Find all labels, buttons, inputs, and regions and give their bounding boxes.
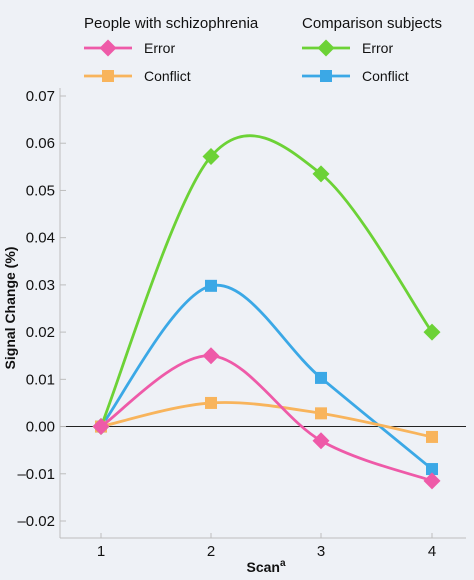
series-comparison-conflict (95, 279, 438, 476)
legend-entry-label: Error (144, 40, 175, 56)
legend-entry-comparison-conflict: Conflict (302, 68, 409, 84)
y-tick-label: 0.06 (26, 135, 55, 152)
legend-group-title-comparison: Comparison subjects (302, 15, 442, 32)
data-point-schizophrenia-error (312, 432, 330, 450)
x-tick-label: 3 (317, 543, 325, 560)
series-comparison-error (92, 134, 441, 436)
y-tick-label: 0.01 (26, 371, 55, 388)
legend-group-title-schizophrenia: People with schizophrenia (84, 15, 259, 32)
x-tick-label: 4 (428, 543, 436, 560)
series-line-schizophrenia-error (100, 354, 433, 483)
legend-swatch-marker (317, 39, 335, 57)
legend-entry-schizophrenia-error: Error (84, 39, 175, 57)
y-axis-title: Signal Change (%) (2, 247, 18, 370)
data-point-comparison-conflict (315, 371, 327, 384)
legend-entry-label: Conflict (362, 68, 409, 84)
y-tick-label: 0.05 (26, 182, 55, 199)
data-point-schizophrenia-error (423, 472, 441, 490)
legend-swatch-marker (99, 39, 117, 57)
legend-entry-schizophrenia-conflict: Conflict (84, 68, 191, 84)
series-line-comparison-error (99, 134, 434, 428)
data-point-schizophrenia-conflict (426, 430, 438, 443)
series-line-schizophrenia-conflict (100, 401, 433, 439)
legend-swatch-marker (320, 70, 332, 82)
data-point-comparison-conflict (426, 463, 438, 476)
y-tick-label: 0.07 (26, 88, 55, 105)
legend-entry-label: Error (362, 40, 393, 56)
y-tick-label: –0.01 (17, 466, 55, 483)
legend: People with schizophrenia Comparison sub… (84, 15, 442, 84)
axes: 0.07 0.06 0.05 0.04 0.03 0.02 0.01 0.00 –0.01 –0.… (17, 88, 466, 560)
series-layer (92, 134, 441, 490)
data-point-comparison-error (312, 165, 330, 183)
legend-entry-comparison-error: Error (302, 39, 393, 57)
data-point-schizophrenia-conflict (205, 396, 217, 409)
y-tick-label: 0.03 (26, 277, 55, 294)
y-tick-label: 0.02 (26, 324, 55, 341)
series-line-comparison-conflict (99, 283, 433, 471)
data-point-comparison-conflict (205, 279, 217, 292)
x-tick-label: 1 (97, 543, 105, 560)
y-tick-label: –0.02 (17, 513, 55, 530)
data-point-comparison-error (202, 147, 220, 165)
data-point-comparison-error (423, 323, 441, 341)
data-point-schizophrenia-conflict (315, 407, 327, 420)
series-schizophrenia-conflict (95, 396, 438, 443)
series-schizophrenia-error (92, 347, 441, 490)
data-point-schizophrenia-error (202, 347, 220, 365)
y-tick-label: 0.04 (26, 230, 55, 247)
legend-swatch-marker (102, 70, 114, 82)
x-axis-title: Scana (246, 558, 285, 575)
legend-entry-label: Conflict (144, 68, 191, 84)
x-tick-label: 2 (207, 543, 215, 560)
data-point-schizophrenia-error (92, 418, 110, 436)
y-tick-label: 0.00 (26, 419, 55, 436)
